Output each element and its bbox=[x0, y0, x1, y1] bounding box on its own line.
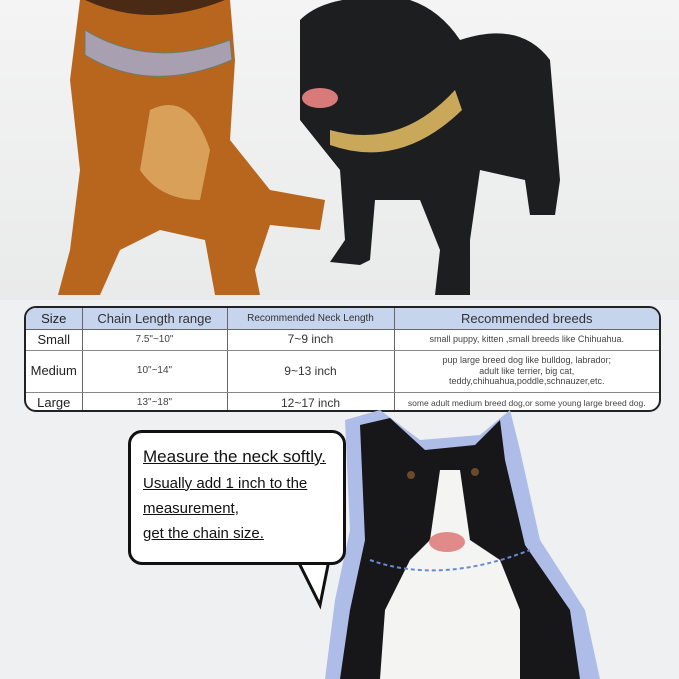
callout-line: measurement, bbox=[143, 499, 239, 517]
cell-neck: 9~13 inch bbox=[227, 350, 395, 393]
product-photo-dogs bbox=[0, 0, 679, 300]
dog-figurines-illustration bbox=[58, 0, 560, 295]
cell-chain: 7.5"~10" bbox=[82, 329, 228, 351]
cell-size: Large bbox=[26, 392, 83, 410]
black-bulldog-figure bbox=[300, 0, 560, 295]
size-chart-table: Size Chain Length range Recommended Neck… bbox=[24, 306, 661, 412]
cell-size: Small bbox=[26, 329, 83, 351]
breeds-line: pup large breed dog like bulldog, labrad… bbox=[442, 354, 612, 365]
callout-line: Measure the neck softly. bbox=[143, 447, 326, 466]
header-neck-length: Recommended Neck Length bbox=[227, 308, 395, 330]
measurement-callout-bubble: Measure the neck softly. Usually add 1 i… bbox=[128, 430, 346, 565]
callout-line: Usually add 1 inch to the bbox=[143, 474, 308, 492]
table-row: Medium 10"~14" 9~13 inch pup large breed… bbox=[26, 350, 659, 393]
breeds-line: teddy,chihuahua,poddle,schnauzer,etc. bbox=[449, 376, 605, 387]
cell-chain: 10"~14" bbox=[82, 350, 228, 393]
brown-dog-figure bbox=[58, 0, 325, 295]
callout-line: get the chain size. bbox=[143, 525, 264, 543]
header-chain-length: Chain Length range bbox=[82, 308, 228, 330]
cell-size: Medium bbox=[26, 350, 83, 393]
table-header-row: Size Chain Length range Recommended Neck… bbox=[26, 308, 659, 330]
header-size: Size bbox=[26, 308, 83, 330]
table-row: Small 7.5"~10" 7~9 inch small puppy, kit… bbox=[26, 329, 659, 351]
header-breeds: Recommended breeds bbox=[394, 308, 659, 330]
cell-neck: 7~9 inch bbox=[227, 329, 395, 351]
cell-neck: 12~17 inch bbox=[227, 392, 395, 410]
cell-breeds: some adult medium breed dog,or some youn… bbox=[407, 397, 646, 408]
cell-breeds: small puppy, kitten ,small breeds like C… bbox=[394, 329, 659, 351]
table-row: Large 13"~18" 12~17 inch some adult medi… bbox=[26, 392, 659, 410]
border-collie-photo bbox=[325, 410, 600, 679]
cell-chain: 13"~18" bbox=[82, 392, 228, 410]
cell-breeds: pup large breed dog like bulldog, labrad… bbox=[394, 350, 659, 393]
breeds-line: adult like terrier, big cat, bbox=[479, 365, 575, 376]
